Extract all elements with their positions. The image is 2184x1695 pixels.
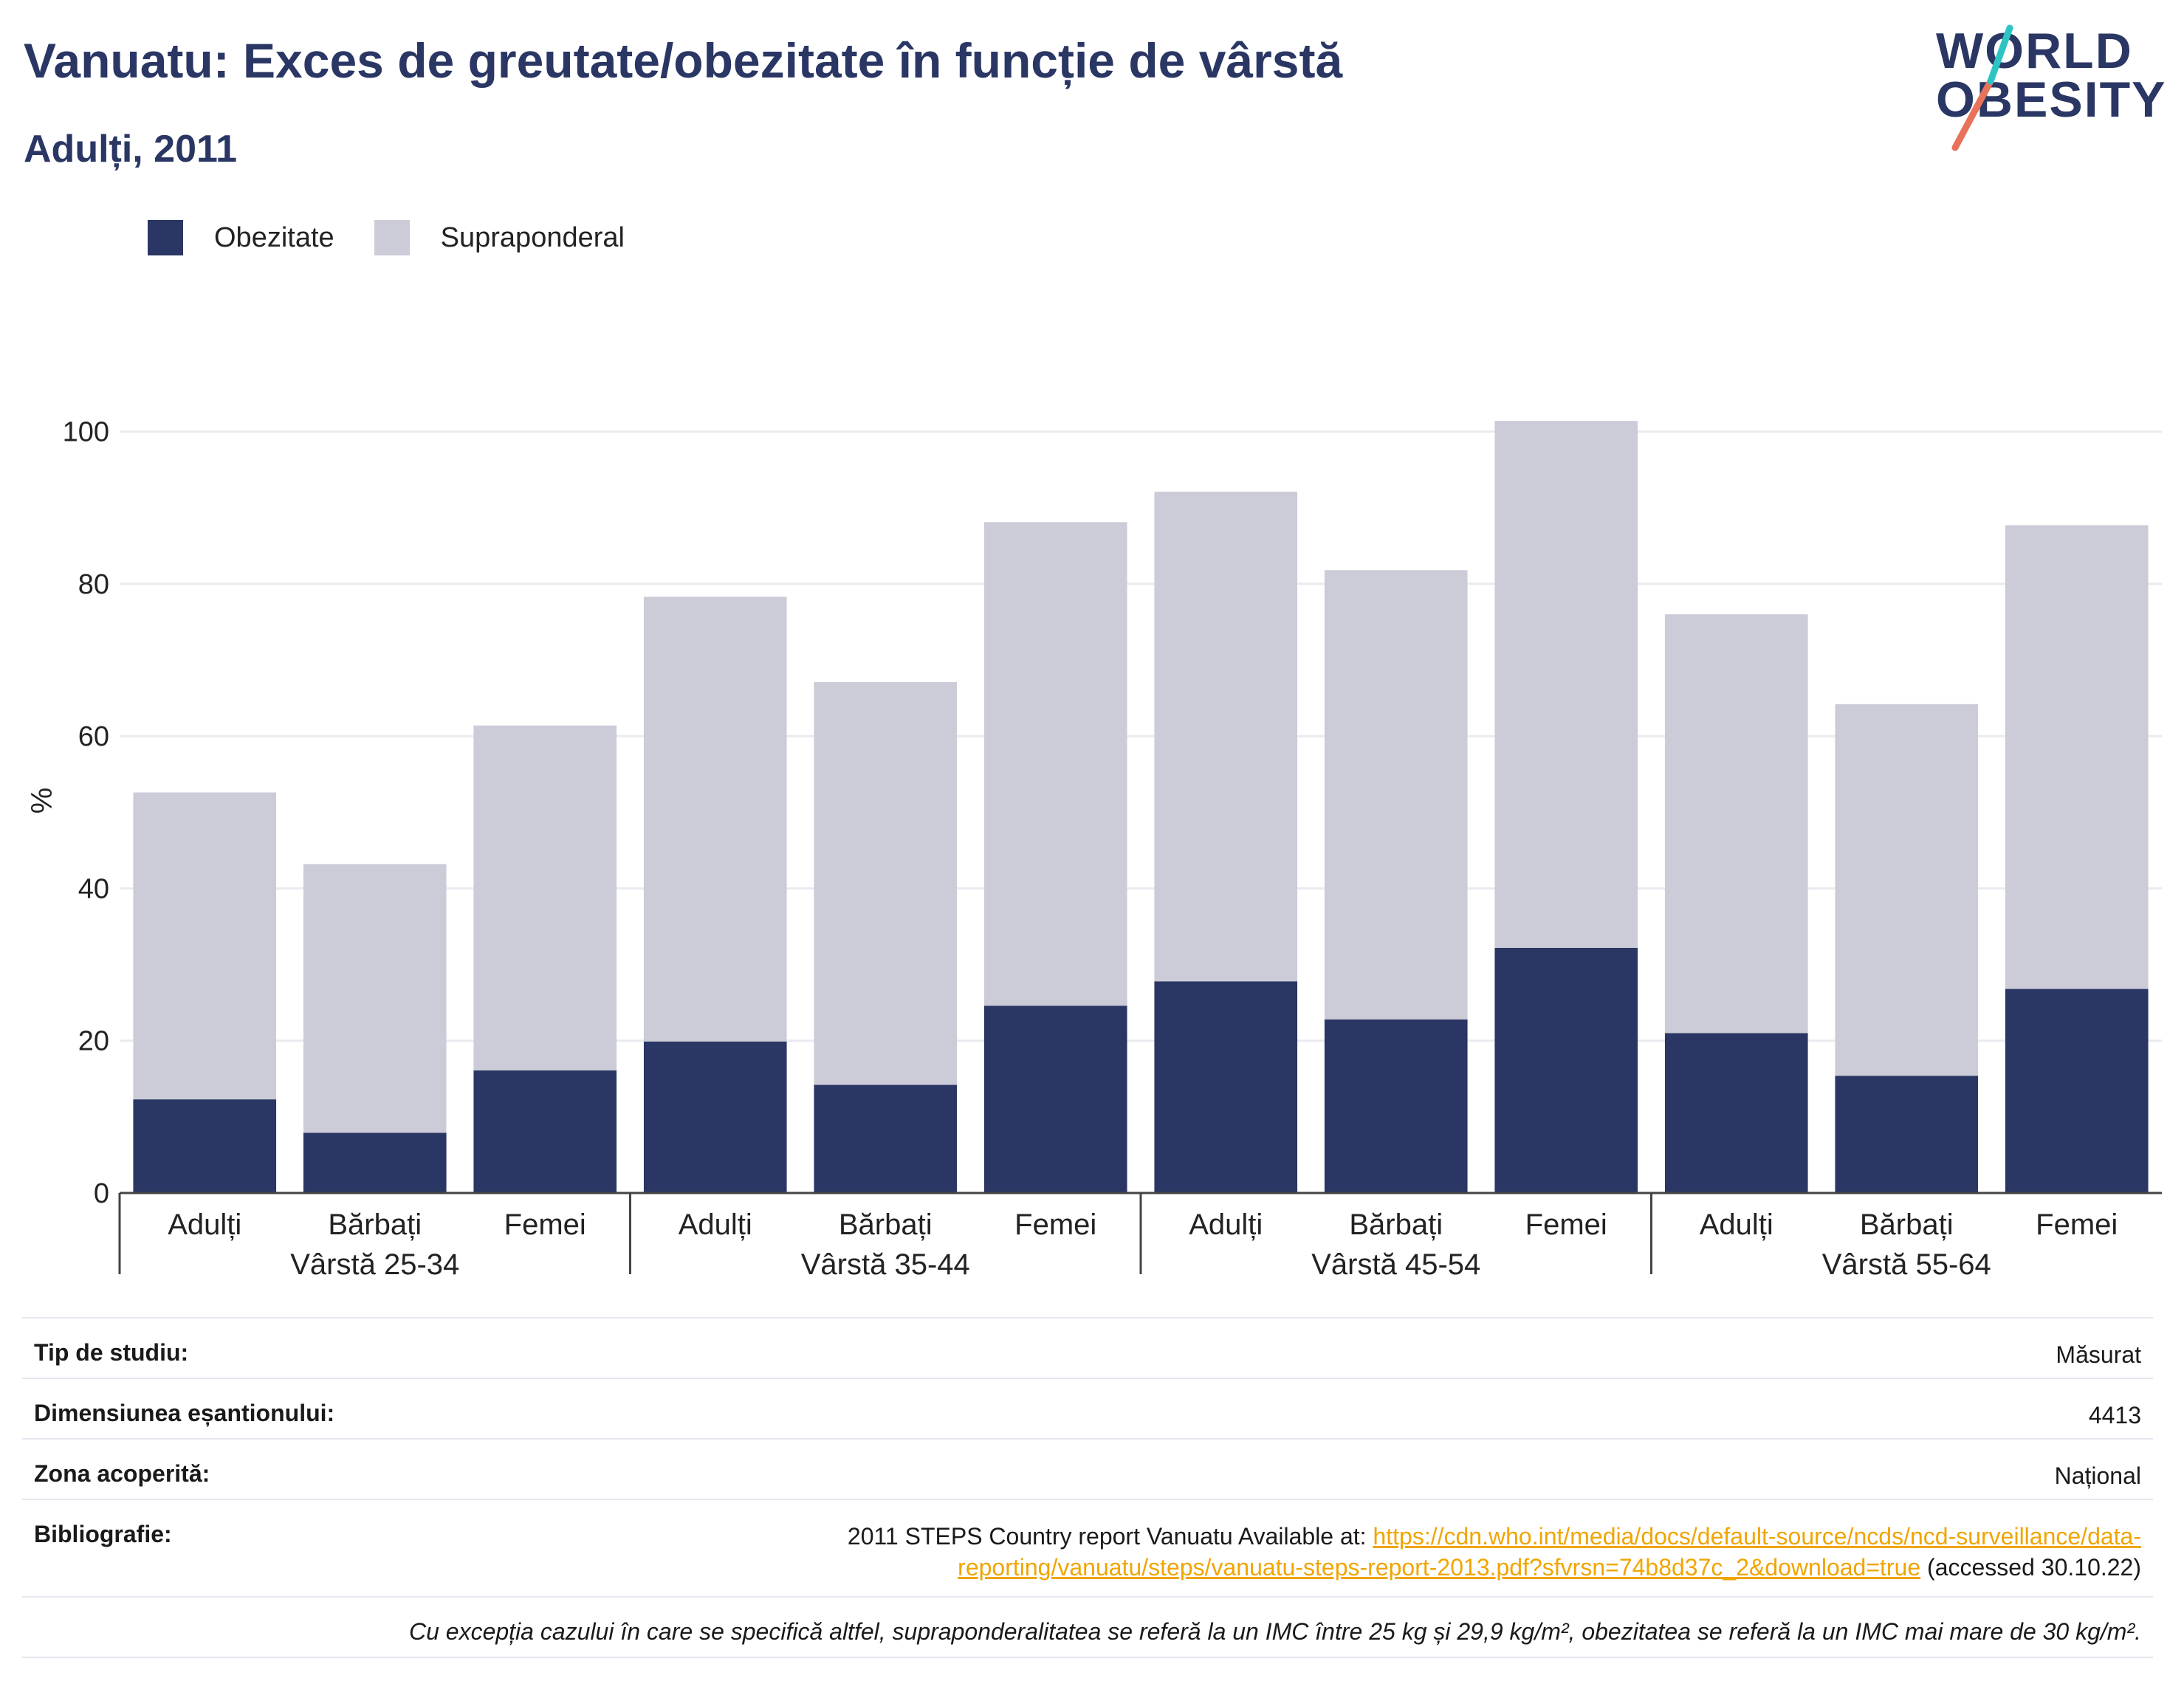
info-row-study-type: Tip de studiu: Măsurat	[22, 1317, 2153, 1378]
x-tick-label: Femei	[1014, 1208, 1096, 1241]
info-row-coverage: Zona acoperită: Național	[22, 1438, 2153, 1499]
bar-supraponderal	[644, 596, 787, 1041]
info-key: Dimensiunea eșantionului:	[34, 1400, 334, 1427]
bar-obezitate	[133, 1099, 276, 1193]
bar-chart: 0 20 40 60 80 100% Adulți Bărbați Femei Adulți Băr…	[0, 0, 2184, 1299]
x-group-label: Vârstă 45-54	[1311, 1248, 1480, 1281]
y-tick-label: 100	[63, 417, 109, 448]
bar-supraponderal	[2005, 525, 2149, 989]
bar-supraponderal	[1494, 421, 1638, 948]
bar-supraponderal	[1325, 570, 1468, 1020]
info-value: 4413	[2089, 1400, 2141, 1431]
bar-supraponderal	[303, 864, 447, 1132]
bibliography-link[interactable]: reporting/vanuatu/steps/vanuatu-steps-re…	[958, 1554, 1920, 1581]
bar-obezitate	[1325, 1020, 1468, 1193]
x-tick-label: Bărbați	[1860, 1208, 1954, 1241]
bibliography-prefix: 2011 STEPS Country report Vanuatu Availa…	[848, 1523, 1373, 1550]
bar-obezitate	[644, 1042, 787, 1193]
bar-supraponderal	[1665, 614, 1808, 1033]
bar-supraponderal	[814, 682, 957, 1085]
definition-note: Cu excepția cazului în care se specifică…	[409, 1618, 2141, 1646]
bibliography-suffix: (accessed 30.10.22)	[1920, 1554, 2141, 1581]
x-tick-label: Bărbați	[1349, 1208, 1443, 1241]
info-value: Național	[2055, 1460, 2141, 1491]
info-key: Zona acoperită:	[34, 1460, 210, 1488]
info-row-sample-size: Dimensiunea eșantionului: 4413	[22, 1378, 2153, 1438]
bar-obezitate	[1665, 1033, 1808, 1193]
bar-obezitate	[814, 1085, 957, 1193]
y-tick-label: 80	[78, 569, 109, 600]
bar-obezitate	[2005, 989, 2149, 1193]
bar-supraponderal	[473, 726, 617, 1070]
x-tick-label: Femei	[1525, 1208, 1607, 1241]
x-group-label: Vârstă 55-64	[1822, 1248, 1991, 1281]
y-axis-label: %	[26, 788, 58, 814]
info-key: Bibliografie:	[34, 1521, 172, 1548]
bar-supraponderal	[984, 522, 1127, 1005]
bar-obezitate	[1154, 981, 1297, 1193]
bar-supraponderal	[1154, 492, 1297, 981]
bar-obezitate	[303, 1133, 447, 1193]
x-tick-label: Adulți	[168, 1208, 241, 1241]
bar-obezitate	[1835, 1076, 1978, 1193]
y-tick-label: 40	[78, 873, 109, 904]
x-group-label: Vârstă 25-34	[290, 1248, 459, 1281]
study-info-table: Tip de studiu: Măsurat Dimensiunea eșant…	[22, 1317, 2153, 1658]
bar-obezitate	[1494, 948, 1638, 1193]
bibliography-text: 2011 STEPS Country report Vanuatu Availa…	[848, 1521, 2141, 1583]
bar-obezitate	[984, 1005, 1127, 1193]
x-tick-label: Femei	[504, 1208, 586, 1241]
bar-supraponderal	[133, 792, 276, 1099]
x-tick-label: Adulți	[679, 1208, 752, 1241]
info-value: Măsurat	[2056, 1339, 2141, 1370]
x-tick-label: Adulți	[1189, 1208, 1263, 1241]
x-tick-label: Bărbați	[328, 1208, 422, 1241]
info-row-bibliography: Bibliografie: 2011 STEPS Country report …	[22, 1499, 2153, 1596]
info-row-note: Cu excepția cazului în care se specifică…	[22, 1596, 2153, 1658]
y-tick-label: 0	[94, 1178, 109, 1209]
y-tick-label: 60	[78, 721, 109, 752]
x-tick-label: Bărbați	[839, 1208, 933, 1241]
y-tick-label: 20	[78, 1026, 109, 1057]
x-group-label: Vârstă 35-44	[801, 1248, 970, 1281]
x-tick-label: Adulți	[1700, 1208, 1773, 1241]
bibliography-link[interactable]: https://cdn.who.int/media/docs/default-s…	[1373, 1523, 2141, 1550]
x-tick-label: Femei	[2036, 1208, 2118, 1241]
info-key: Tip de studiu:	[34, 1339, 188, 1366]
bar-supraponderal	[1835, 704, 1978, 1076]
bar-obezitate	[473, 1070, 617, 1193]
